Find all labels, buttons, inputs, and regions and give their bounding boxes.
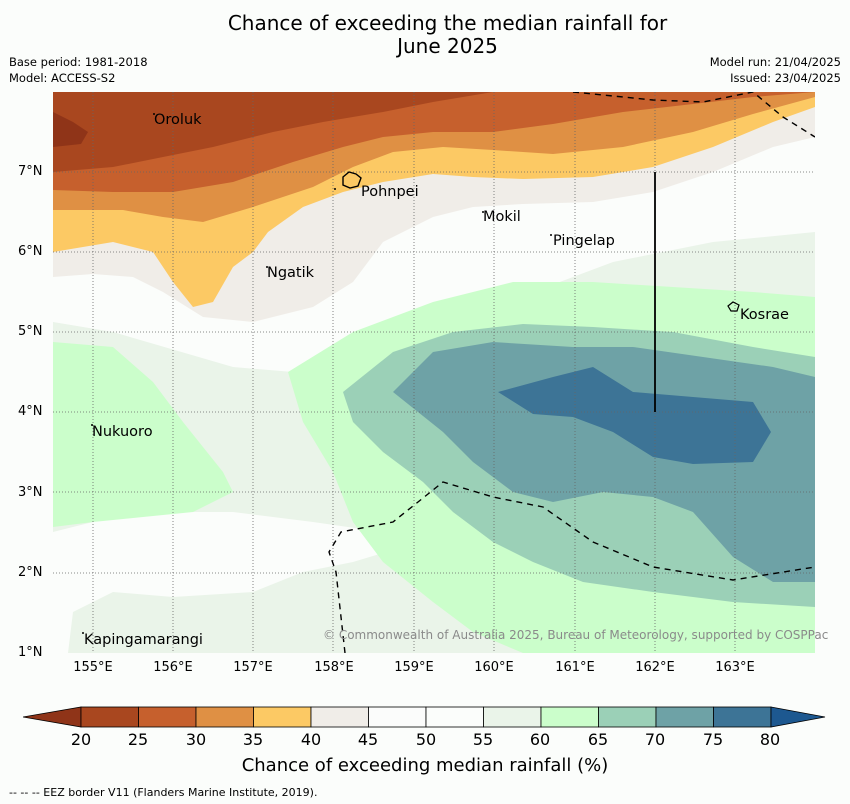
colorbar-label: Chance of exceeding median rainfall (%) xyxy=(241,755,609,776)
colorbar-segment-75-80 xyxy=(713,706,772,728)
place-label-mokil: Mokil xyxy=(483,209,521,225)
atoll-markers xyxy=(82,113,552,634)
contour-75-80 xyxy=(498,367,771,464)
colorbar xyxy=(23,706,826,728)
map-title: Chance of exceeding the median rainfall … xyxy=(0,12,850,58)
place-label-kosrae: Kosrae xyxy=(740,307,789,323)
place-label-oroluk: Oroluk xyxy=(154,112,202,128)
colorbar-over-arrow xyxy=(770,706,826,728)
colorbar-tick-70: 70 xyxy=(644,730,666,749)
colorbar-tick-80: 80 xyxy=(759,730,781,749)
place-label-nukuoro: Nukuoro xyxy=(92,424,153,440)
eez-footnote: -- -- -- EEZ border V11 (Flanders Marine… xyxy=(9,786,318,799)
colorbar-segment-40-45 xyxy=(310,706,369,728)
colorbar-tick-60: 60 xyxy=(529,730,551,749)
colorbar-tick-50: 50 xyxy=(415,730,437,749)
base-period: Base period: 1981-2018 xyxy=(9,55,148,69)
colorbar-segment-35-40 xyxy=(253,706,312,728)
colorbar-segment-50-55 xyxy=(425,706,484,728)
colorbar-segment-30-35 xyxy=(195,706,254,728)
title-line-1: Chance of exceeding the median rainfall … xyxy=(227,11,668,35)
colorbar-tick-45: 45 xyxy=(357,730,379,749)
lat-label-2n: 2°N xyxy=(18,565,43,580)
lon-label-163e: 163°E xyxy=(715,660,755,675)
colorbar-tick-75: 75 xyxy=(702,730,724,749)
eez-border xyxy=(328,92,815,653)
contour-60-65-west xyxy=(53,342,233,527)
place-label-ngatik: Ngatik xyxy=(267,265,315,281)
colorbar-segment-25-30 xyxy=(138,706,197,728)
colorbar-tick-40: 40 xyxy=(300,730,322,749)
colorbar-segment-70-75 xyxy=(655,706,714,728)
issued-date: Issued: 23/04/2025 xyxy=(730,71,841,85)
colorbar-segment-65-70 xyxy=(598,706,657,728)
colorbar-tick-20: 20 xyxy=(70,730,92,749)
copyright-notice: © Commonwealth of Australia 2025, Bureau… xyxy=(323,628,829,642)
contour-25-30 xyxy=(53,92,493,172)
lon-label-161e: 161°E xyxy=(555,660,595,675)
place-label-pohnpei: Pohnpei xyxy=(361,184,419,200)
meta-right: Model run: 21/04/2025 Issued: 23/04/2025 xyxy=(710,54,841,86)
lon-label-156e: 156°E xyxy=(153,660,193,675)
meta-left: Base period: 1981-2018 Model: ACCESS-S2 xyxy=(9,54,148,86)
kosrae-island xyxy=(727,301,740,312)
map-area xyxy=(53,92,815,653)
colorbar-tick-55: 55 xyxy=(472,730,494,749)
lon-label-159e: 159°E xyxy=(394,660,434,675)
lon-label-158e: 158°E xyxy=(314,660,354,675)
lat-label-5n: 5°N xyxy=(18,324,43,339)
contour-50-55-southwest xyxy=(53,512,403,653)
lon-label-157e: 157°E xyxy=(233,660,273,675)
colorbar-segment-55-60 xyxy=(483,706,542,728)
title-line-2: June 2025 xyxy=(397,34,498,58)
lat-label-6n: 6°N xyxy=(18,244,43,259)
lat-label-4n: 4°N xyxy=(18,404,43,419)
colorbar-tick-30: 30 xyxy=(185,730,207,749)
lat-label-3n: 3°N xyxy=(18,485,43,500)
lon-label-162e: 162°E xyxy=(635,660,675,675)
place-label-kapingamarangi: Kapingamarangi xyxy=(84,632,203,648)
model-run: Model run: 21/04/2025 xyxy=(709,55,841,69)
contour-20-25 xyxy=(53,112,88,147)
colorbar-segment-20-25 xyxy=(80,706,139,728)
colorbar-segment-60-65 xyxy=(540,706,599,728)
colorbar-segment-45-50 xyxy=(368,706,427,728)
pohnpei-island xyxy=(342,171,362,189)
colorbar-tick-25: 25 xyxy=(127,730,149,749)
lat-label-1n: 1°N xyxy=(18,645,43,660)
colorbar-tick-65: 65 xyxy=(587,730,609,749)
colorbar-under-arrow xyxy=(23,706,82,728)
lon-label-155e: 155°E xyxy=(73,660,113,675)
place-label-pingelap: Pingelap xyxy=(553,233,615,249)
model-name: Model: ACCESS-S2 xyxy=(9,71,116,85)
colorbar-tick-35: 35 xyxy=(242,730,264,749)
lon-label-160e: 160°E xyxy=(474,660,514,675)
lat-label-7n: 7°N xyxy=(18,164,43,179)
map-contours xyxy=(53,92,815,653)
